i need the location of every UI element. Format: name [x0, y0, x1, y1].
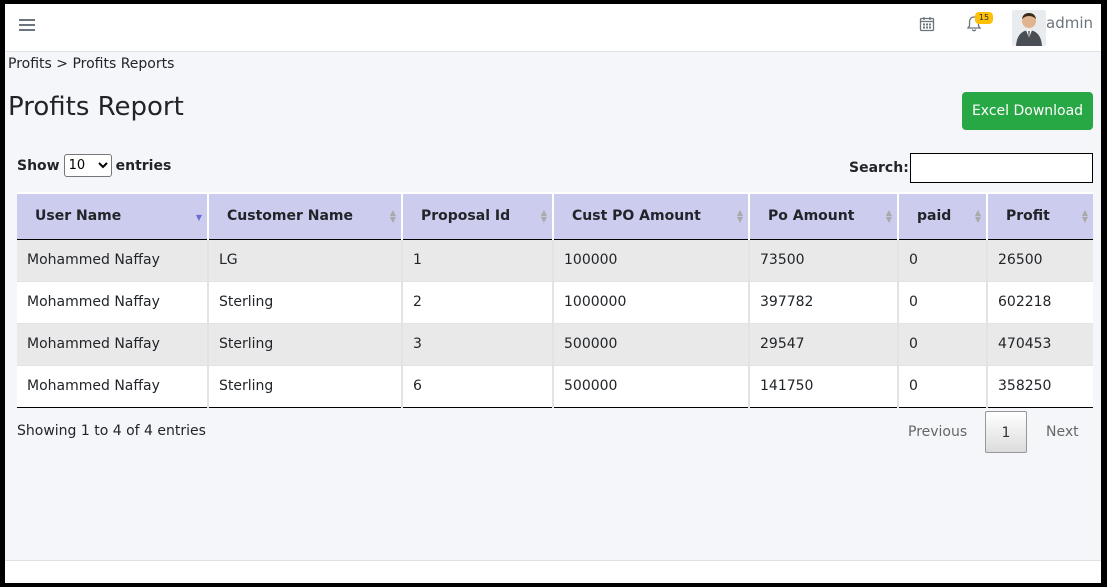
- page-title: Profits Report: [8, 92, 184, 122]
- cell-user-name: Mohammed Naffay: [17, 281, 208, 324]
- page-1-button[interactable]: 1: [985, 411, 1027, 453]
- column-header-user-name[interactable]: User Name ▼: [17, 192, 208, 240]
- table-row[interactable]: Mohammed Naffay Sterling 3 500000 29547 …: [17, 323, 1093, 366]
- excel-download-button[interactable]: Excel Download: [962, 92, 1093, 130]
- footer: [5, 560, 1101, 583]
- column-header-label: Cust PO Amount: [572, 208, 701, 225]
- entries-label: entries: [115, 157, 172, 174]
- cell-profit: 26500: [986, 239, 1093, 282]
- table-header-row: User Name ▼ Customer Name ▲ ▼ Proposal Id ▲ ▼…: [17, 192, 1093, 240]
- table-row[interactable]: Mohammed Naffay Sterling 2 1000000 39778…: [17, 281, 1093, 324]
- calendar-icon[interactable]: [919, 16, 935, 32]
- app-frame: 15 admin Profits > Profits Reports Profi…: [5, 4, 1101, 583]
- column-header-po-amount[interactable]: Po Amount ▲ ▼: [748, 192, 898, 240]
- previous-page-button[interactable]: Previous: [908, 424, 968, 440]
- table-row[interactable]: Mohammed Naffay LG 1 100000 73500 0 2650…: [17, 239, 1093, 282]
- table-info: Showing 1 to 4 of 4 entries: [17, 423, 206, 439]
- column-header-label: User Name: [35, 208, 122, 225]
- cell-customer-name: LG: [207, 239, 402, 282]
- cell-paid: 0: [897, 323, 987, 366]
- avatar[interactable]: [1012, 10, 1046, 46]
- column-header-cust-po-amount[interactable]: Cust PO Amount ▲ ▼: [552, 192, 749, 240]
- sort-icon: ▲ ▼: [1081, 208, 1088, 224]
- sort-icon: ▲ ▼: [885, 208, 892, 224]
- username[interactable]: admin: [1046, 14, 1093, 32]
- show-label: Show: [17, 157, 60, 174]
- sort-icon: ▲ ▼: [389, 208, 396, 224]
- cell-cust-po-amount: 500000: [552, 323, 749, 366]
- sort-icon: ▲ ▼: [736, 208, 743, 224]
- cell-cust-po-amount: 500000: [552, 365, 749, 408]
- cell-cust-po-amount: 1000000: [552, 281, 749, 324]
- column-header-label: Proposal Id: [421, 208, 511, 225]
- cell-profit: 602218: [986, 281, 1093, 324]
- cell-paid: 0: [897, 365, 987, 408]
- search-input[interactable]: [910, 153, 1093, 183]
- cell-po-amount: 29547: [748, 323, 898, 366]
- cell-paid: 0: [897, 281, 987, 324]
- cell-user-name: Mohammed Naffay: [17, 323, 208, 366]
- entries-length-control: Show 10 entries: [17, 154, 171, 177]
- top-navbar: 15 admin: [5, 4, 1101, 52]
- cell-profit: 470453: [986, 323, 1093, 366]
- menu-toggle-icon[interactable]: [19, 16, 37, 32]
- cell-customer-name: Sterling: [207, 281, 402, 324]
- cell-proposal-id: 3: [401, 323, 553, 366]
- sort-icon: ▲ ▼: [974, 208, 981, 224]
- cell-cust-po-amount: 100000: [552, 239, 749, 282]
- cell-paid: 0: [897, 239, 987, 282]
- cell-po-amount: 141750: [748, 365, 898, 408]
- column-header-label: Po Amount: [768, 208, 855, 225]
- column-header-label: paid: [917, 208, 952, 225]
- column-header-proposal-id[interactable]: Proposal Id ▲ ▼: [401, 192, 553, 240]
- column-header-profit[interactable]: Profit ▲ ▼: [986, 192, 1093, 240]
- cell-po-amount: 73500: [748, 239, 898, 282]
- breadcrumb: Profits > Profits Reports: [8, 56, 175, 72]
- cell-proposal-id: 1: [401, 239, 553, 282]
- column-header-customer-name[interactable]: Customer Name ▲ ▼: [207, 192, 402, 240]
- table-row[interactable]: Mohammed Naffay Sterling 6 500000 141750…: [17, 365, 1093, 408]
- column-header-label: Customer Name: [227, 208, 353, 225]
- cell-po-amount: 397782: [748, 281, 898, 324]
- next-page-button[interactable]: Next: [1046, 424, 1079, 440]
- search-label: Search:: [849, 160, 909, 176]
- cell-customer-name: Sterling: [207, 365, 402, 408]
- cell-customer-name: Sterling: [207, 323, 402, 366]
- cell-user-name: Mohammed Naffay: [17, 365, 208, 408]
- cell-proposal-id: 2: [401, 281, 553, 324]
- cell-profit: 358250: [986, 365, 1093, 408]
- notification-badge: 15: [975, 12, 993, 24]
- cell-proposal-id: 6: [401, 365, 553, 408]
- entries-select[interactable]: 10: [63, 154, 112, 177]
- cell-user-name: Mohammed Naffay: [17, 239, 208, 282]
- column-header-label: Profit: [1006, 208, 1050, 225]
- sort-desc-icon: ▼: [195, 213, 202, 222]
- profits-table: User Name ▼ Customer Name ▲ ▼ Proposal Id ▲ ▼…: [17, 192, 1093, 408]
- column-header-paid[interactable]: paid ▲ ▼: [897, 192, 987, 240]
- sort-icon: ▲ ▼: [540, 208, 547, 224]
